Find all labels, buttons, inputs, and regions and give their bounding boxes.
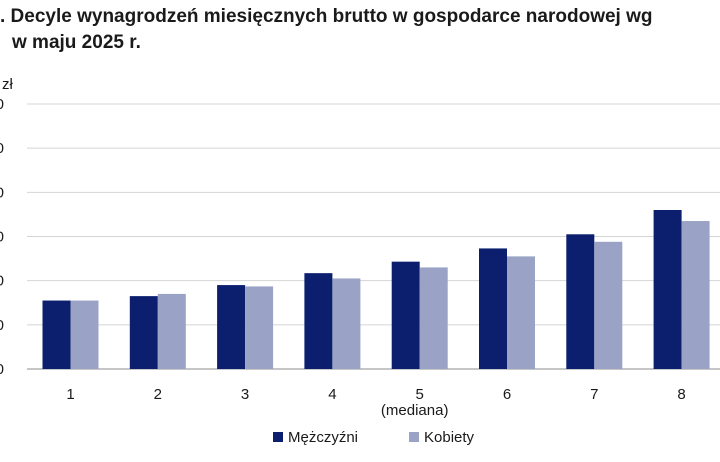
bar-men-1 [42,300,71,369]
bar-women-2 [157,293,186,369]
bar-women-1 [70,300,99,369]
legend-label-men: Mężczyźni [288,429,358,446]
bar-men-3 [217,285,246,369]
chart-title-line-2: w maju 2025 r. [12,32,141,53]
chart-title-line-1: . Decyle wynagrodzeń miesięcznych brutto… [0,6,653,27]
y-tick-label: 0 [0,184,4,201]
x-tick-label: 5 [416,386,424,403]
legend-swatch-women [409,432,419,442]
x-tick-label: 3 [241,386,249,403]
x-tick-label: 7 [590,386,598,403]
bar-men-5 [391,261,420,369]
y-axis-ticks: 0 0 0 0 0 0 0 [0,96,4,378]
x-tick-label: 8 [677,386,685,403]
y-axis-unit-label: zł [2,76,14,93]
x-tick-label: 1 [66,386,74,403]
y-tick-label: 0 [0,273,4,290]
x-tick-label: 2 [154,386,162,403]
y-tick-label: 0 [0,229,4,246]
bar-women-8 [681,221,710,369]
y-tick-label: 0 [0,361,4,378]
bar-women-3 [245,286,274,369]
x-tick-label: 6 [503,386,511,403]
bar-men-8 [653,210,682,369]
x-tick-label: 4 [328,386,336,403]
x-axis-ticks: 1 2 3 4 5 6 7 8 [66,386,685,403]
chart-title: . Decyle wynagrodzeń miesięcznych brutto… [0,4,720,56]
bar-women-7 [594,241,623,369]
bar-men-4 [304,273,333,369]
bar-women-4 [332,278,361,369]
bar-women-5 [419,267,448,369]
bar-men-2 [129,296,158,369]
median-note: (mediana) [381,402,449,419]
bars [42,210,710,369]
legend: Mężczyźni Kobiety [273,429,475,446]
legend-swatch-men [273,432,283,442]
bar-men-6 [479,248,507,369]
y-tick-label: 0 [0,140,4,157]
bar-men-7 [566,234,595,369]
legend-label-women: Kobiety [424,429,475,446]
bar-women-6 [507,256,535,369]
y-tick-label: 0 [0,317,4,334]
y-tick-label: 0 [0,96,4,113]
